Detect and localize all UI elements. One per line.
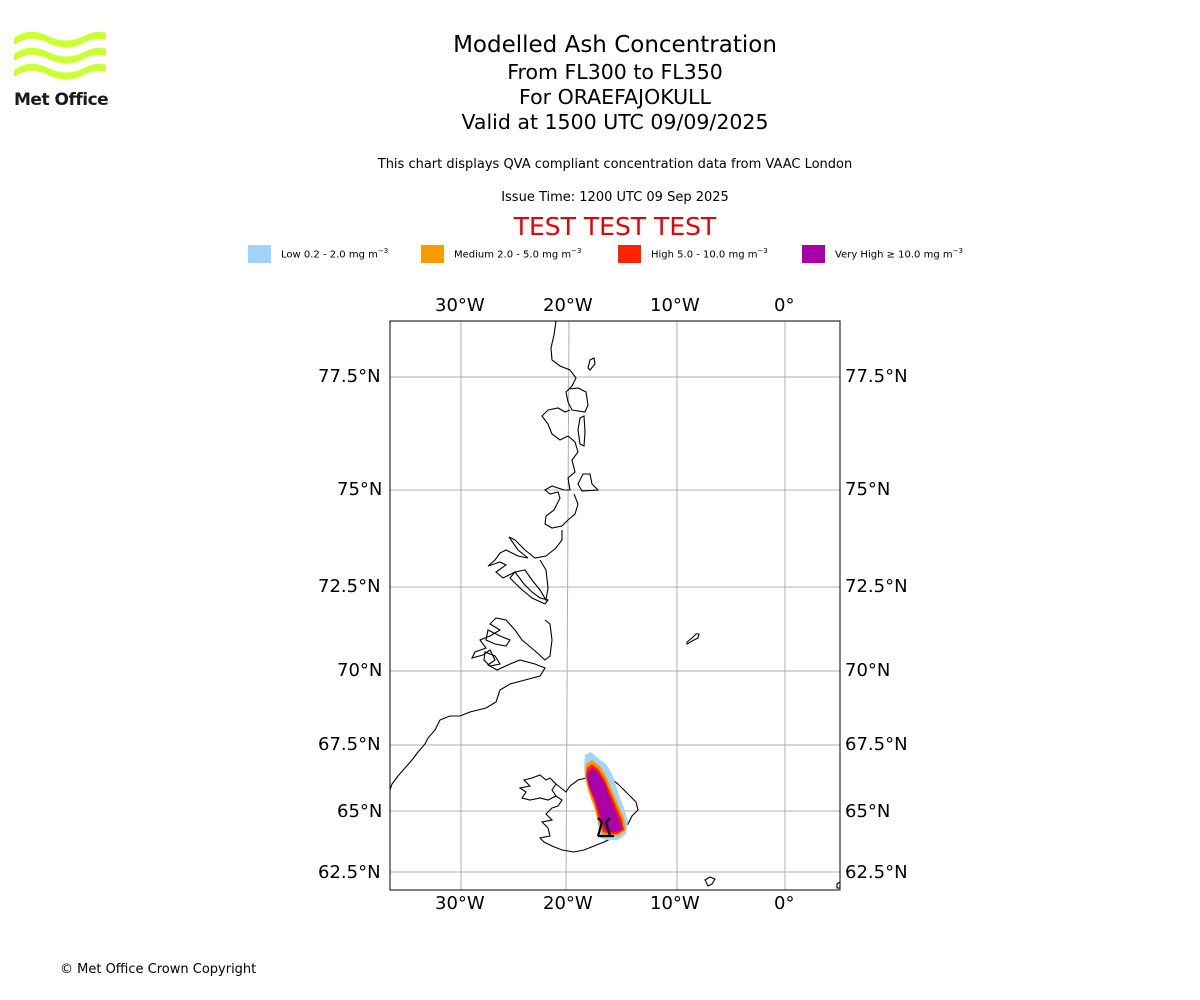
lon-tick-top-0: 0°	[774, 295, 795, 316]
coastline-faroe	[704, 876, 716, 887]
lat-tick-right-65n: 65°N	[845, 801, 891, 822]
chart-title: Modelled Ash Concentration From FL300 to…	[315, 30, 915, 135]
lon-tick-top-20w: 20°W	[543, 295, 593, 316]
lat-tick-left-75n: 75°N	[337, 479, 383, 500]
lat-tick-left-62-5n: 62.5°N	[318, 862, 381, 883]
legend-label-medium: Medium 2.0 - 5.0 mg m	[454, 249, 572, 261]
coastline-greenland	[390, 321, 600, 791]
graticule	[390, 321, 840, 890]
lon-tick-top-10w: 10°W	[650, 295, 700, 316]
subtitle: This chart displays QVA compliant concen…	[377, 157, 853, 172]
coastline-shetland	[836, 881, 840, 889]
map-frame	[389, 320, 841, 891]
legend-label-high: High 5.0 - 10.0 mg m	[651, 249, 758, 261]
legend-swatch-very-high	[802, 245, 825, 263]
legend-swatch-low	[248, 245, 271, 263]
title-line-4: Valid at 1500 UTC 09/09/2025	[461, 110, 769, 134]
title-line-1: Modelled Ash Concentration	[453, 32, 777, 58]
lat-tick-right-75n: 75°N	[845, 479, 891, 500]
legend-item-very-high: Very High ≥ 10.0 mg m−3	[802, 245, 963, 263]
volcano-marker-icon	[596, 817, 614, 838]
lat-tick-right-67-5n: 67.5°N	[845, 734, 908, 755]
legend-label-very-high: Very High ≥ 10.0 mg m	[835, 249, 953, 261]
lat-tick-left-67-5n: 67.5°N	[318, 734, 381, 755]
meridian-20w	[565, 321, 570, 890]
copyright: © Met Office Crown Copyright	[60, 962, 257, 977]
logo-text: Met Office	[14, 90, 109, 110]
lat-tick-left-72-5n: 72.5°N	[318, 576, 381, 597]
legend-item-medium: Medium 2.0 - 5.0 mg m−3	[421, 245, 581, 263]
lat-tick-left-65n: 65°N	[337, 801, 383, 822]
lat-tick-right-70n: 70°N	[845, 660, 891, 681]
title-line-2: From FL300 to FL350	[507, 60, 723, 84]
lon-tick-bottom-10w: 10°W	[650, 893, 700, 914]
legend-item-high: High 5.0 - 10.0 mg m−3	[618, 245, 768, 263]
lat-tick-right-72-5n: 72.5°N	[845, 576, 908, 597]
met-office-logo: Met Office	[14, 30, 109, 114]
ash-plume	[584, 752, 628, 840]
met-office-waves-icon	[14, 31, 106, 80]
issue-time: Issue Time: 1200 UTC 09 Sep 2025	[501, 190, 729, 205]
lon-tick-bottom-0: 0°	[774, 893, 795, 914]
lat-tick-left-77-5n: 77.5°N	[318, 366, 381, 387]
lon-tick-bottom-20w: 20°W	[543, 893, 593, 914]
legend-swatch-medium	[421, 245, 444, 263]
test-banner: TEST TEST TEST	[513, 212, 717, 241]
legend-swatch-high	[618, 245, 641, 263]
lon-tick-bottom-30w: 30°W	[435, 893, 485, 914]
legend-item-low: Low 0.2 - 2.0 mg m−3	[248, 245, 388, 263]
legend-label-low: Low 0.2 - 2.0 mg m	[281, 249, 378, 261]
lon-tick-top-30w: 30°W	[435, 295, 485, 316]
lat-tick-left-70n: 70°N	[337, 660, 383, 681]
map-area	[390, 321, 840, 890]
lat-tick-right-77-5n: 77.5°N	[845, 366, 908, 387]
ash-zone-very-high	[587, 768, 622, 832]
coastline-jan-mayen	[686, 633, 700, 645]
title-line-3: For ORAEFAJOKULL	[519, 85, 711, 109]
lat-tick-right-62-5n: 62.5°N	[845, 862, 908, 883]
